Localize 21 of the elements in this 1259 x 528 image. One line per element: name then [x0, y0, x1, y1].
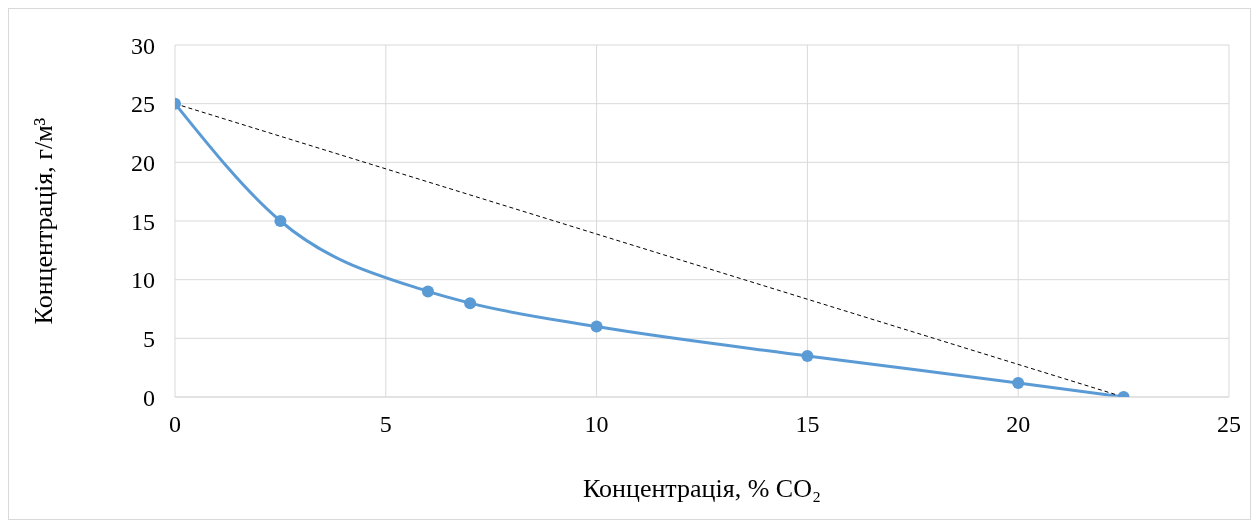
x-tick-label: 25	[1217, 411, 1241, 438]
y-tick-label: 20	[131, 149, 155, 176]
x-axis-title: Концентрація, % CO₂	[583, 474, 821, 503]
y-tick-label: 5	[143, 325, 155, 352]
x-tick-label: 10	[584, 411, 609, 438]
y-tick-label: 10	[131, 267, 155, 294]
point	[274, 215, 287, 227]
point	[464, 297, 477, 310]
point	[1012, 376, 1025, 389]
x-tick-label: 5	[379, 411, 392, 438]
y-axis-title: Концентрація, г/м³	[29, 117, 59, 325]
x-tick-label: 15	[795, 411, 820, 438]
point	[590, 320, 603, 333]
y-tick-label: 0	[143, 384, 155, 411]
point	[801, 349, 814, 362]
point	[421, 285, 434, 298]
y-tick-label: 25	[131, 91, 155, 118]
x-tick-label: 0	[169, 411, 181, 438]
y-tick-label: 15	[131, 208, 155, 235]
x-tick-label: 20	[1006, 411, 1031, 438]
y-tick-label: 30	[131, 32, 155, 59]
